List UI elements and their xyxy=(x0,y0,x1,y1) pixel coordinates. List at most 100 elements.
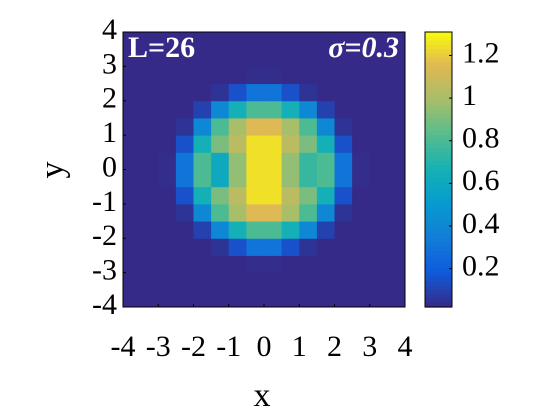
colorbar-segment xyxy=(425,135,452,141)
heatmap-cell xyxy=(334,152,353,170)
heatmap-cell xyxy=(175,100,194,119)
heatmap-cell xyxy=(211,203,230,222)
heatmap-cell xyxy=(369,272,388,291)
heatmap-cell xyxy=(316,32,335,50)
heatmap-cell xyxy=(281,203,300,222)
heatmap-cell xyxy=(281,186,300,205)
heatmap-cell xyxy=(264,117,283,136)
colorbar-segment xyxy=(425,70,452,76)
heatmap-cell xyxy=(193,203,212,222)
heatmap-cell xyxy=(369,117,388,136)
y-tick-label: 0 xyxy=(102,150,117,183)
heatmap-cell xyxy=(140,32,159,50)
x-tick-label: -4 xyxy=(111,330,136,363)
heatmap-cell xyxy=(211,272,230,291)
x-tick-label: 3 xyxy=(362,330,377,363)
colorbar-frame xyxy=(424,31,453,308)
colorbar-segment xyxy=(425,259,452,265)
heatmap-cell xyxy=(228,66,247,85)
y-tick-label: -1 xyxy=(92,185,117,218)
heatmap-cell xyxy=(123,238,142,256)
heatmap-cell xyxy=(211,117,230,136)
heatmap-cell xyxy=(228,100,247,119)
colorbar-segment xyxy=(425,83,452,89)
heatmap-cell xyxy=(246,203,265,222)
heatmap-cell xyxy=(246,272,265,291)
x-tick-label: -2 xyxy=(181,330,206,363)
heatmap-cell xyxy=(281,238,300,256)
heatmap-cell xyxy=(369,221,388,239)
heatmap-cell xyxy=(140,83,159,102)
heatmap-cell xyxy=(158,32,177,50)
heatmap-cell xyxy=(387,272,406,291)
heatmap-cell xyxy=(158,100,177,119)
heatmap-cell xyxy=(264,49,283,67)
heatmap-cell xyxy=(158,135,177,153)
heatmap-cell xyxy=(299,100,318,119)
colorbar-segment xyxy=(425,156,452,162)
annotation: L=26 xyxy=(128,31,195,64)
heatmap-cell xyxy=(299,289,318,308)
colorbar-segment xyxy=(425,105,452,110)
colorbar-segment xyxy=(425,87,452,93)
heatmap-cell xyxy=(264,83,283,102)
heatmap-cell xyxy=(246,186,265,205)
heatmap-cell xyxy=(281,66,300,85)
colorbar-segment xyxy=(425,160,452,166)
heatmap-cell xyxy=(123,66,142,85)
colorbar-segment xyxy=(425,96,452,102)
colorbar-segment xyxy=(425,255,452,261)
heatmap-cell xyxy=(334,100,353,119)
heatmap-cell xyxy=(211,135,230,153)
heatmap-cell xyxy=(299,152,318,170)
heatmap-cell xyxy=(369,49,388,67)
heatmap-cell xyxy=(281,255,300,274)
heatmap-cell xyxy=(228,152,247,170)
heatmap-cell xyxy=(228,49,247,67)
colorbar-segment xyxy=(425,117,452,123)
colorbar-segment xyxy=(425,199,452,205)
heatmap-cell xyxy=(299,255,318,274)
heatmap-cell xyxy=(175,83,194,102)
heatmap-cell xyxy=(387,203,406,222)
colorbar-segment xyxy=(425,165,452,171)
heatmap-cell xyxy=(228,117,247,136)
heatmap-cell xyxy=(299,186,318,205)
heatmap-cell xyxy=(281,152,300,170)
heatmap-cell xyxy=(246,221,265,239)
colorbar-segment xyxy=(425,126,452,132)
heatmap-cell xyxy=(352,169,371,188)
heatmap-cell xyxy=(352,49,371,67)
heatmap-cell xyxy=(246,100,265,119)
heatmap-cell xyxy=(264,186,283,205)
heatmap-cell xyxy=(123,117,142,136)
heatmap-cell xyxy=(123,169,142,188)
heatmap-cell xyxy=(193,221,212,239)
heatmap-cell xyxy=(281,83,300,102)
heatmap-cell xyxy=(193,66,212,85)
heatmap-cell xyxy=(299,238,318,256)
heatmap-cell xyxy=(193,100,212,119)
heatmap-cell xyxy=(158,117,177,136)
colorbar-segment xyxy=(425,74,452,80)
heatmap-cell xyxy=(175,272,194,291)
heatmap-cell xyxy=(299,117,318,136)
heatmap-cell xyxy=(387,32,406,50)
heatmap-cell xyxy=(264,32,283,50)
heatmap-cell xyxy=(264,100,283,119)
heatmap-cell xyxy=(211,221,230,239)
heatmap-cell xyxy=(158,255,177,274)
heatmap-cell xyxy=(334,255,353,274)
heatmap-cell xyxy=(246,117,265,136)
heatmap-cell xyxy=(264,272,283,291)
colorbar-segment xyxy=(425,298,452,304)
heatmap-cell xyxy=(246,238,265,256)
heatmap-cell xyxy=(264,66,283,85)
heatmap-cell xyxy=(387,100,406,119)
colorbar-segment xyxy=(425,122,452,128)
heatmap-cell xyxy=(281,100,300,119)
heatmap-cell xyxy=(387,117,406,136)
y-tick-label: -4 xyxy=(92,288,117,321)
heatmap-cell xyxy=(211,32,230,50)
heatmap-cell xyxy=(140,289,159,308)
